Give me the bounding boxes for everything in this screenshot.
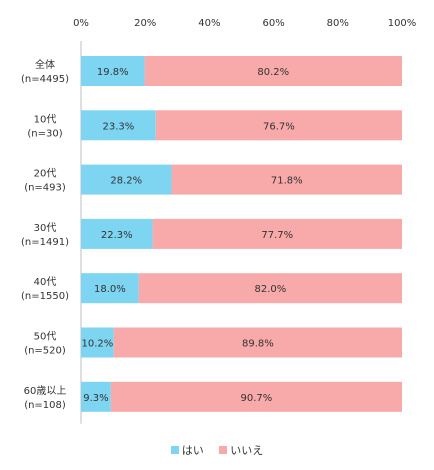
category-n-label: (n=520) [24,346,66,357]
category-label: 40代 [34,276,57,288]
data-label-yes: 19.8% [97,67,129,78]
bar-yes [81,218,153,249]
category-label: 全体 [35,58,55,71]
bar-no [138,273,402,304]
legend-item-yes: はい [170,442,204,458]
bar-no [144,56,403,86]
bar-yes [81,164,172,195]
category-label: 30代 [34,222,57,234]
legend-label-yes: はい [181,444,204,457]
legend: はい いいえ [0,442,434,458]
bar-no [110,381,402,412]
category-n-label: (n=1491) [21,237,69,248]
legend-item-no: いいえ [219,442,263,458]
category-label: 50代 [34,331,57,343]
bar-yes [81,381,111,412]
bar-no [152,218,402,249]
x-tick-label: 100% [388,18,417,29]
category-n-label: (n=4495) [21,74,69,85]
category-n-label: (n=108) [24,400,66,411]
data-label-no: 71.8% [271,176,303,187]
legend-label-no: いいえ [230,444,264,457]
bar-yes [81,327,114,358]
bar-no [113,327,402,358]
x-tick-label: 20% [134,18,156,29]
data-label-yes: 18.0% [94,284,126,295]
category-label: 60歳以上 [24,385,67,397]
bar-no [155,110,402,141]
data-label-no: 77.7% [261,230,293,241]
data-label-no: 76.7% [263,121,295,132]
category-n-label: (n=1550) [21,291,69,302]
bar-yes [81,273,139,304]
data-label-no: 80.2% [257,67,289,78]
x-tick-label: 0% [73,18,89,29]
data-label-yes: 23.3% [103,121,135,132]
category-label: 10代 [34,113,57,125]
data-label-yes: 28.2% [110,176,142,187]
legend-swatch-no [219,446,228,454]
legend-swatch-yes [170,446,179,454]
data-label-yes: 10.2% [81,339,113,350]
data-label-no: 90.7% [241,393,273,404]
category-label: 20代 [34,168,57,180]
x-tick-label: 80% [327,18,349,29]
data-label-no: 82.0% [254,284,286,295]
x-tick-label: 60% [262,18,284,29]
bar-yes [81,56,145,86]
category-n-label: (n=30) [27,128,62,139]
bar-no [171,164,402,195]
data-label-yes: 22.3% [101,230,133,241]
data-label-yes: 9.3% [83,393,108,404]
x-tick-label: 40% [198,18,220,29]
data-label-no: 89.8% [242,339,274,350]
bar-yes [81,110,156,141]
category-n-label: (n=493) [24,183,66,194]
